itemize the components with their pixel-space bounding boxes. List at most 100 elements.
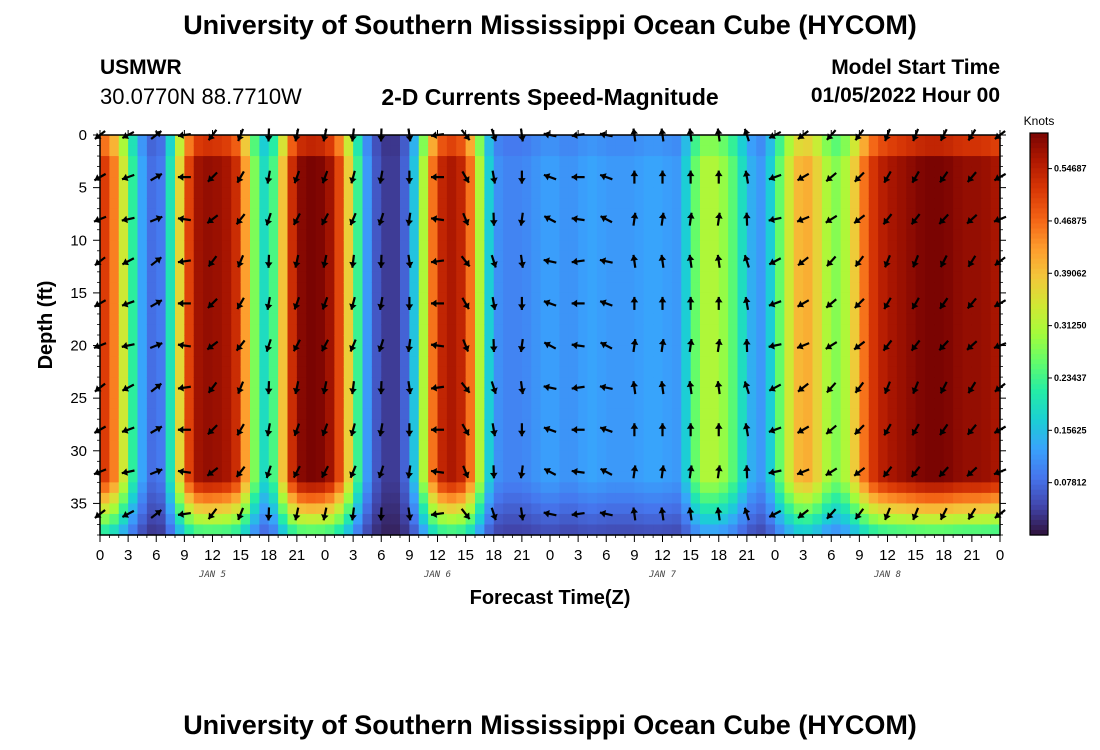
heat-cell xyxy=(409,419,420,431)
heat-cell xyxy=(175,492,185,505)
heat-cell xyxy=(700,198,710,210)
heat-cell xyxy=(578,377,589,389)
heat-cell xyxy=(512,219,523,231)
heat-cell xyxy=(203,524,214,536)
heat-cell xyxy=(475,524,485,536)
heat-cell xyxy=(831,250,842,262)
heat-cell xyxy=(775,261,785,273)
heat-cell xyxy=(409,524,420,536)
heat-cell xyxy=(137,198,148,210)
heat-cell xyxy=(240,471,251,483)
heat-cell xyxy=(109,324,120,336)
heat-cell xyxy=(100,156,110,168)
heat-cell xyxy=(737,166,748,178)
heat-cell xyxy=(662,450,673,462)
heat-cell xyxy=(521,524,532,536)
heat-cell xyxy=(868,482,879,494)
heat-cell xyxy=(259,356,270,368)
heat-cell xyxy=(812,219,823,231)
heat-cell xyxy=(231,440,242,452)
heat-cell xyxy=(775,524,785,536)
heat-cell xyxy=(334,166,345,178)
heat-cell xyxy=(943,177,954,189)
heat-cell xyxy=(859,513,870,526)
heat-cell xyxy=(953,387,964,399)
colorbar-segment xyxy=(1030,469,1048,476)
current-arrow xyxy=(177,299,191,308)
current-arrow xyxy=(150,509,163,519)
heat-cell xyxy=(212,198,223,210)
heat-cell xyxy=(850,324,860,336)
heat-cell xyxy=(700,503,710,515)
current-arrow xyxy=(742,170,751,184)
heat-cell xyxy=(971,177,982,189)
heat-cell xyxy=(540,229,551,241)
heat-cell xyxy=(287,177,298,189)
heat-cell xyxy=(746,219,757,231)
heat-cell xyxy=(343,377,354,389)
heat-cell xyxy=(165,387,176,399)
current-arrow xyxy=(177,425,191,434)
heat-cell xyxy=(831,471,842,483)
heat-cell xyxy=(634,482,645,494)
heat-cell xyxy=(587,408,598,420)
heat-cell xyxy=(268,408,279,420)
heat-cell xyxy=(250,145,260,157)
arrow-head xyxy=(177,299,184,308)
colorbar-segment xyxy=(1030,394,1048,400)
heat-cell xyxy=(915,313,926,326)
heat-cell xyxy=(437,250,448,262)
heat-cell xyxy=(953,513,964,526)
heat-cell xyxy=(653,356,664,368)
heat-cell xyxy=(175,440,185,452)
heat-cell xyxy=(615,513,626,526)
arrow-head xyxy=(911,302,919,310)
heat-cell xyxy=(156,471,167,483)
heat-cell xyxy=(596,482,607,494)
heat-cell xyxy=(700,156,710,168)
heat-cell xyxy=(887,513,898,526)
heat-cell xyxy=(296,313,307,326)
heat-cell xyxy=(812,471,823,483)
heat-cell xyxy=(775,387,785,399)
heat-cell xyxy=(418,208,429,220)
heat-cell xyxy=(512,408,523,420)
heat-cell xyxy=(915,250,926,262)
heat-cell xyxy=(821,356,832,368)
heat-cell xyxy=(184,461,195,473)
heat-cell xyxy=(578,177,589,189)
heat-cell xyxy=(793,187,804,199)
heat-cell xyxy=(512,156,523,168)
heat-cell xyxy=(371,398,382,410)
heat-cell xyxy=(671,271,682,283)
heat-cell xyxy=(831,324,842,336)
heat-cell xyxy=(240,429,251,441)
heat-cell xyxy=(221,313,232,326)
heat-cell xyxy=(896,345,907,357)
heat-cell xyxy=(596,366,607,378)
heat-cell xyxy=(381,229,392,241)
heat-cell xyxy=(428,440,439,452)
heat-cell xyxy=(728,335,739,347)
heat-cell xyxy=(887,461,898,473)
heat-cell xyxy=(643,471,654,483)
heat-cell xyxy=(981,471,992,483)
heat-cell xyxy=(821,461,832,473)
colorbar-segment xyxy=(1030,374,1048,380)
heat-cell xyxy=(315,482,326,494)
heat-cell xyxy=(831,166,842,178)
heat-cell xyxy=(325,282,335,294)
heat-cell xyxy=(878,261,889,273)
heat-cell xyxy=(990,503,1001,515)
heat-cell xyxy=(850,240,860,252)
current-arrow xyxy=(658,212,667,226)
heat-cell xyxy=(437,429,448,441)
heat-cell xyxy=(606,440,617,452)
heat-cell xyxy=(193,145,204,157)
heat-cell xyxy=(203,166,214,178)
heat-cell xyxy=(428,240,439,252)
heat-cell xyxy=(990,166,1001,178)
heat-cell xyxy=(100,377,110,389)
arrow-head xyxy=(743,339,751,345)
heat-cell xyxy=(362,187,373,199)
